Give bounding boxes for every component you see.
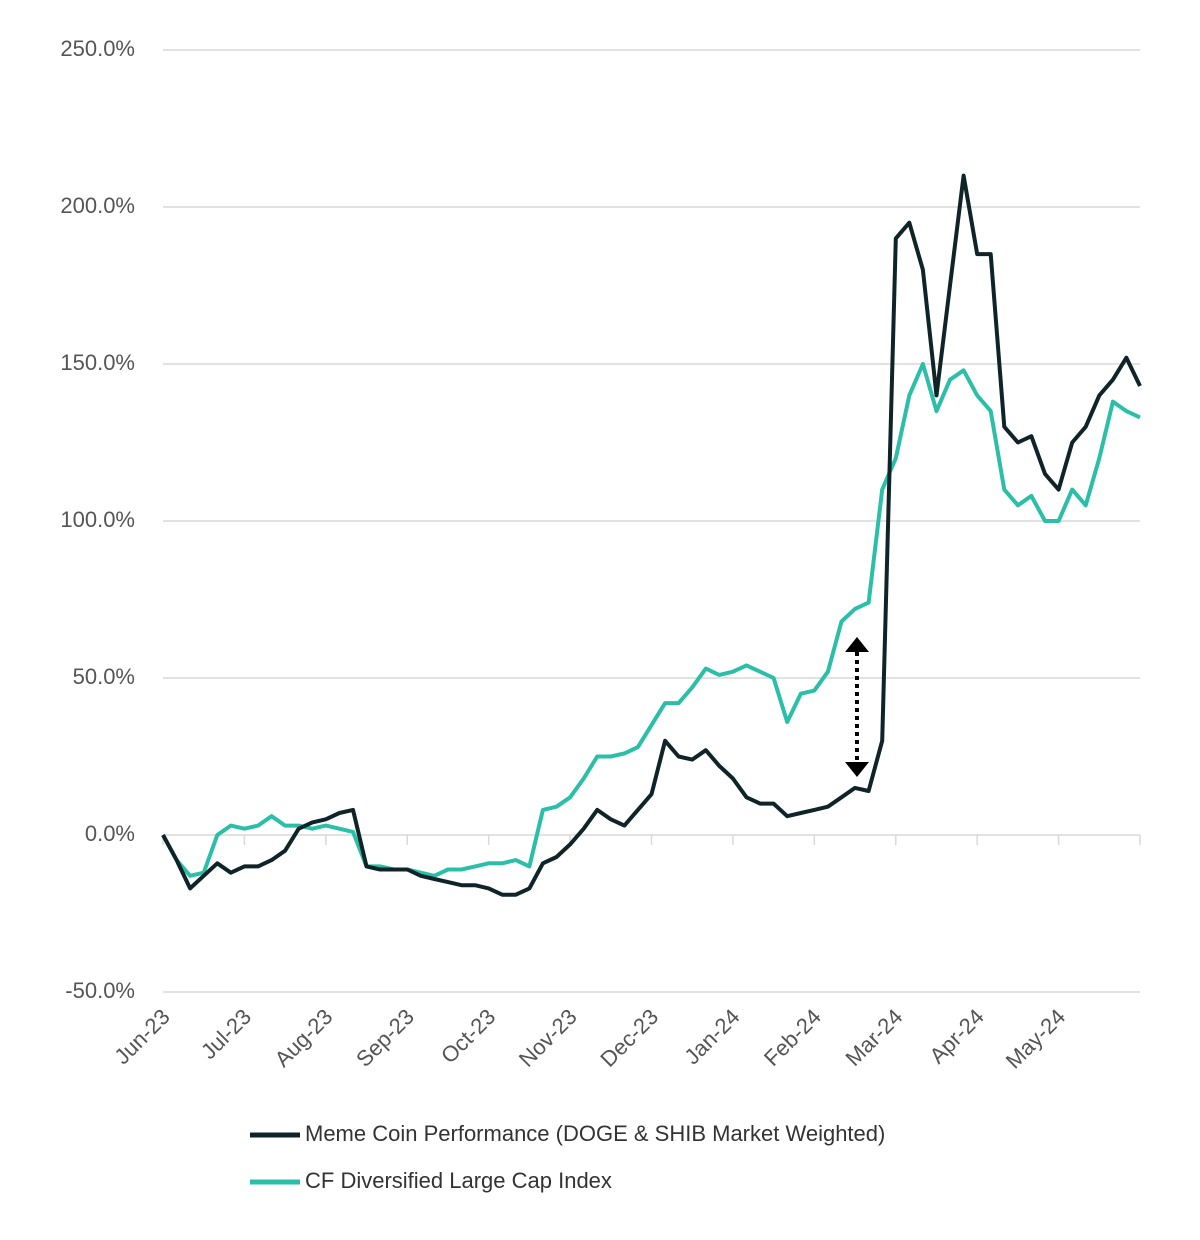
y-tick-label: -50.0% bbox=[65, 978, 135, 1003]
y-tick-label: 0.0% bbox=[85, 821, 135, 846]
x-tick-label: Mar-24 bbox=[840, 1004, 907, 1071]
x-tick-label: Aug-23 bbox=[270, 1004, 338, 1072]
y-tick-label: 50.0% bbox=[73, 664, 135, 689]
x-tick-label: Jul-23 bbox=[196, 1004, 256, 1064]
legend-text: Meme Coin Performance (DOGE & SHIB Marke… bbox=[305, 1121, 885, 1146]
annotation-arrow bbox=[845, 637, 869, 777]
series-line bbox=[161, 173, 1142, 897]
series-line bbox=[161, 362, 1141, 878]
x-tick-label: Jun-23 bbox=[109, 1004, 174, 1069]
y-tick-label: 100.0% bbox=[60, 507, 135, 532]
x-tick-label: Jan-24 bbox=[679, 1004, 744, 1069]
y-tick-label: 200.0% bbox=[60, 193, 135, 218]
x-tick-label: Apr-24 bbox=[924, 1004, 988, 1068]
plot: -50.0% 0.0% 50.0% 100.0% 150.0% 200.0% 250.0% J… bbox=[60, 36, 1142, 1193]
x-tick-label: May-24 bbox=[1001, 1004, 1071, 1074]
x-tick-label: Sep-23 bbox=[351, 1004, 419, 1072]
x-tick-label: Nov-23 bbox=[514, 1004, 582, 1072]
x-tick-label: Dec-23 bbox=[595, 1004, 663, 1072]
x-tick-label: Oct-23 bbox=[436, 1004, 500, 1068]
y-tick-label: 250.0% bbox=[60, 36, 135, 61]
legend-text: CF Diversified Large Cap Index bbox=[305, 1168, 612, 1193]
x-tick-label: Feb-24 bbox=[759, 1004, 826, 1071]
y-tick-label: 150.0% bbox=[60, 350, 135, 375]
